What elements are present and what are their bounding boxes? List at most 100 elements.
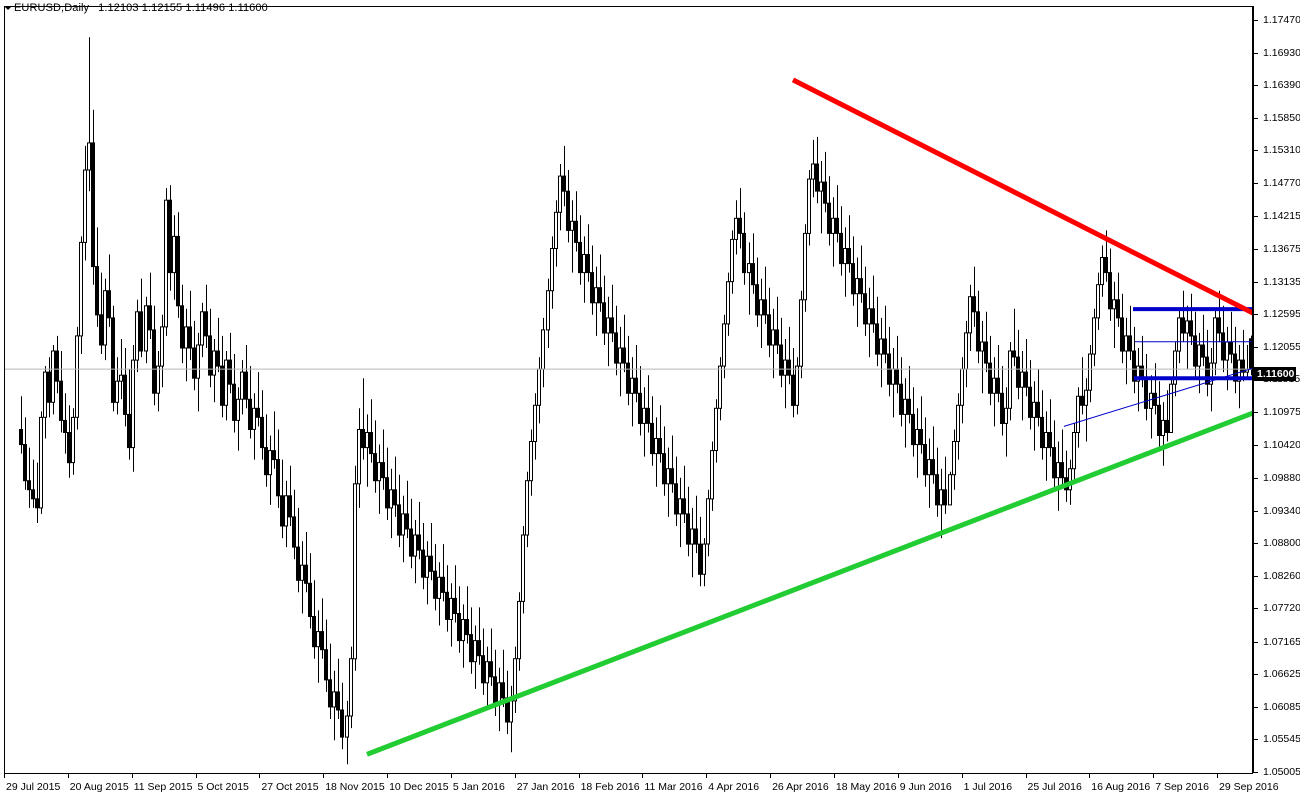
date-tick [1153,774,1155,778]
price-tick [1254,510,1258,512]
date-tick [706,774,708,778]
price-axis-label: 1.06085 [1263,700,1300,713]
price-axis-label: 1.14215 [1263,210,1300,223]
price-tick [1254,52,1258,54]
price-axis-label: 1.12055 [1263,340,1300,353]
candle-group [19,37,1252,765]
date-tick [642,774,644,778]
price-tick [1254,216,1258,218]
price-tick [1254,706,1258,708]
date-tick [961,774,963,778]
date-tick [259,774,261,778]
price-axis[interactable]: 1.17470 1.16930 1.16390 1.15850 1.15310 1.147… [1253,6,1300,778]
date-tick [131,774,133,778]
price-axis-label: 1.15850 [1263,111,1300,124]
chart-plot-area[interactable] [4,6,1253,773]
chevron-down-icon[interactable] [0,0,14,16]
date-tick [1025,774,1027,778]
date-tick [67,774,69,778]
price-tick [1254,346,1258,348]
price-axis-label: 1.05545 [1263,733,1300,746]
price-axis-label: 1.15310 [1263,144,1300,157]
date-tick [450,774,452,778]
date-axis-label: 18 Feb 2016 [580,781,640,793]
price-axis-label: 1.14770 [1263,176,1300,189]
date-tick [833,774,835,778]
date-axis-label: 16 Aug 2016 [1091,781,1151,793]
price-tick [1254,543,1258,545]
ohlc-quote-label: 1.12103 1.12155 1.11496 1.11600 [98,2,268,14]
price-axis-label: 1.08800 [1263,537,1300,550]
price-tick [1254,445,1258,447]
date-tick [514,774,516,778]
date-axis-label: 10 Dec 2015 [389,781,449,793]
date-axis-label: 26 Apr 2016 [772,781,829,793]
candlestick-series [5,37,1252,765]
price-tick [1254,575,1258,577]
current-price-tag: 1.11600 [1254,367,1297,382]
date-tick [770,774,772,778]
price-tick [1254,281,1258,283]
price-tick [1254,411,1258,413]
price-tick [1254,150,1258,152]
price-axis-label: 1.10420 [1263,439,1300,452]
price-tick [1254,772,1258,773]
date-axis-label: 29 Jul 2015 [6,781,61,793]
price-axis-label: 1.16390 [1263,79,1300,92]
date-axis-label: 27 Jan 2016 [516,781,575,793]
chart-canvas [5,7,1252,773]
price-axis-label: 1.16930 [1263,46,1300,59]
price-tick [1254,739,1258,741]
date-axis-label: 1 Jul 2016 [963,781,1013,793]
date-axis-label: 18 Nov 2015 [325,781,385,793]
price-axis-label: 1.09880 [1263,471,1300,484]
price-axis-line [1253,6,1254,773]
price-tick [1254,20,1258,21]
price-tick [1254,85,1258,87]
price-tick [1254,608,1258,610]
price-axis-label: 1.08260 [1263,569,1300,582]
price-tick [1254,248,1258,250]
date-axis-label: 7 Sep 2016 [1155,781,1209,793]
date-axis-label: 20 Aug 2015 [69,781,129,793]
time-axis[interactable]: 29 Jul 2015 20 Aug 2015 11 Sep 2015 5 Oct 2… [4,773,1279,800]
date-axis-label: 5 Jan 2016 [452,781,505,793]
price-axis-label: 1.07720 [1263,602,1300,615]
symbol-bar: EURUSD,Daily 1.12103 1.12155 1.11496 1.1… [0,0,1300,16]
price-tick [1254,314,1258,316]
price-axis-label: 1.12595 [1263,308,1300,321]
date-tick [4,774,5,778]
price-tick [1254,477,1258,479]
date-axis-label: 29 Sep 2016 [1219,781,1279,793]
date-axis-label: 25 Jul 2016 [1027,781,1082,793]
date-tick [323,774,325,778]
symbol-label: EURUSD,Daily [14,2,90,14]
date-tick [578,774,580,778]
date-axis-label: 11 Sep 2015 [133,781,193,793]
date-tick [387,774,389,778]
price-tick [1254,641,1258,643]
price-axis-label: 1.13135 [1263,275,1300,288]
price-axis-label: 1.17470 [1263,14,1300,26]
price-axis-label: 1.05005 [1263,766,1300,778]
date-axis-label: 27 Oct 2015 [261,781,319,793]
date-axis-label: 9 Jun 2016 [899,781,952,793]
date-tick [195,774,197,778]
price-tick [1254,117,1258,119]
price-axis-label: 1.10975 [1263,405,1300,418]
date-tick [897,774,899,778]
price-tick [1254,674,1258,676]
annotation-group [5,77,1252,757]
date-tick [1089,774,1091,778]
date-tick [1217,774,1218,778]
price-tick [1254,182,1258,184]
price-axis-label: 1.09340 [1263,504,1300,517]
date-axis-label: 18 May 2016 [835,781,897,793]
price-axis-label: 1.07165 [1263,635,1300,648]
date-axis-label: 5 Oct 2015 [197,781,249,793]
price-axis-label: 1.06625 [1263,668,1300,681]
price-axis-label: 1.13675 [1263,242,1300,255]
date-axis-label: 4 Apr 2016 [708,781,760,793]
date-axis-label: 11 Mar 2016 [644,781,703,793]
